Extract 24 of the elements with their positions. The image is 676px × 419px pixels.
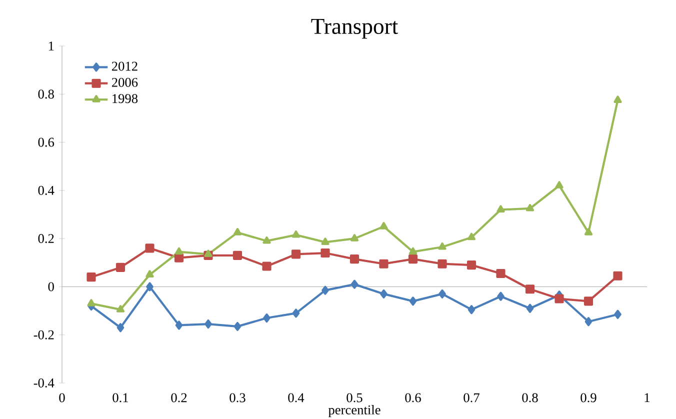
x-tick-label: 0.5 [346,393,362,402]
x-tick-label: 0.3 [230,393,246,402]
y-tick-label: 1 [48,42,54,50]
legend-label: 2012 [112,62,138,71]
y-tick-label: 0.2 [38,234,54,244]
y-tick-label: 0.4 [38,186,54,195]
x-tick-label: 0.6 [405,393,421,402]
y-tick-label: -0.4 [34,378,54,388]
x-tick-label: 0.7 [464,393,480,402]
legend-label: 2006 [112,78,138,87]
y-tick-label: 0 [48,282,54,292]
legend-label: 1998 [112,94,138,104]
x-axis-title: percentile [328,405,380,418]
y-tick-label: -0.2 [34,330,54,340]
y-tick-label: 0.6 [38,138,54,147]
x-tick-label: 0.1 [112,393,128,402]
x-tick-label: 0.9 [580,393,596,402]
x-tick-label: 1 [644,393,650,402]
x-tick-label: 0.2 [171,393,187,402]
x-tick-label: 0 [59,393,65,402]
x-tick-label: 0.8 [522,393,538,402]
chart-title: Transport [311,18,398,39]
y-tick-label: 0.8 [38,90,54,99]
x-tick-label: 0.4 [288,393,304,402]
